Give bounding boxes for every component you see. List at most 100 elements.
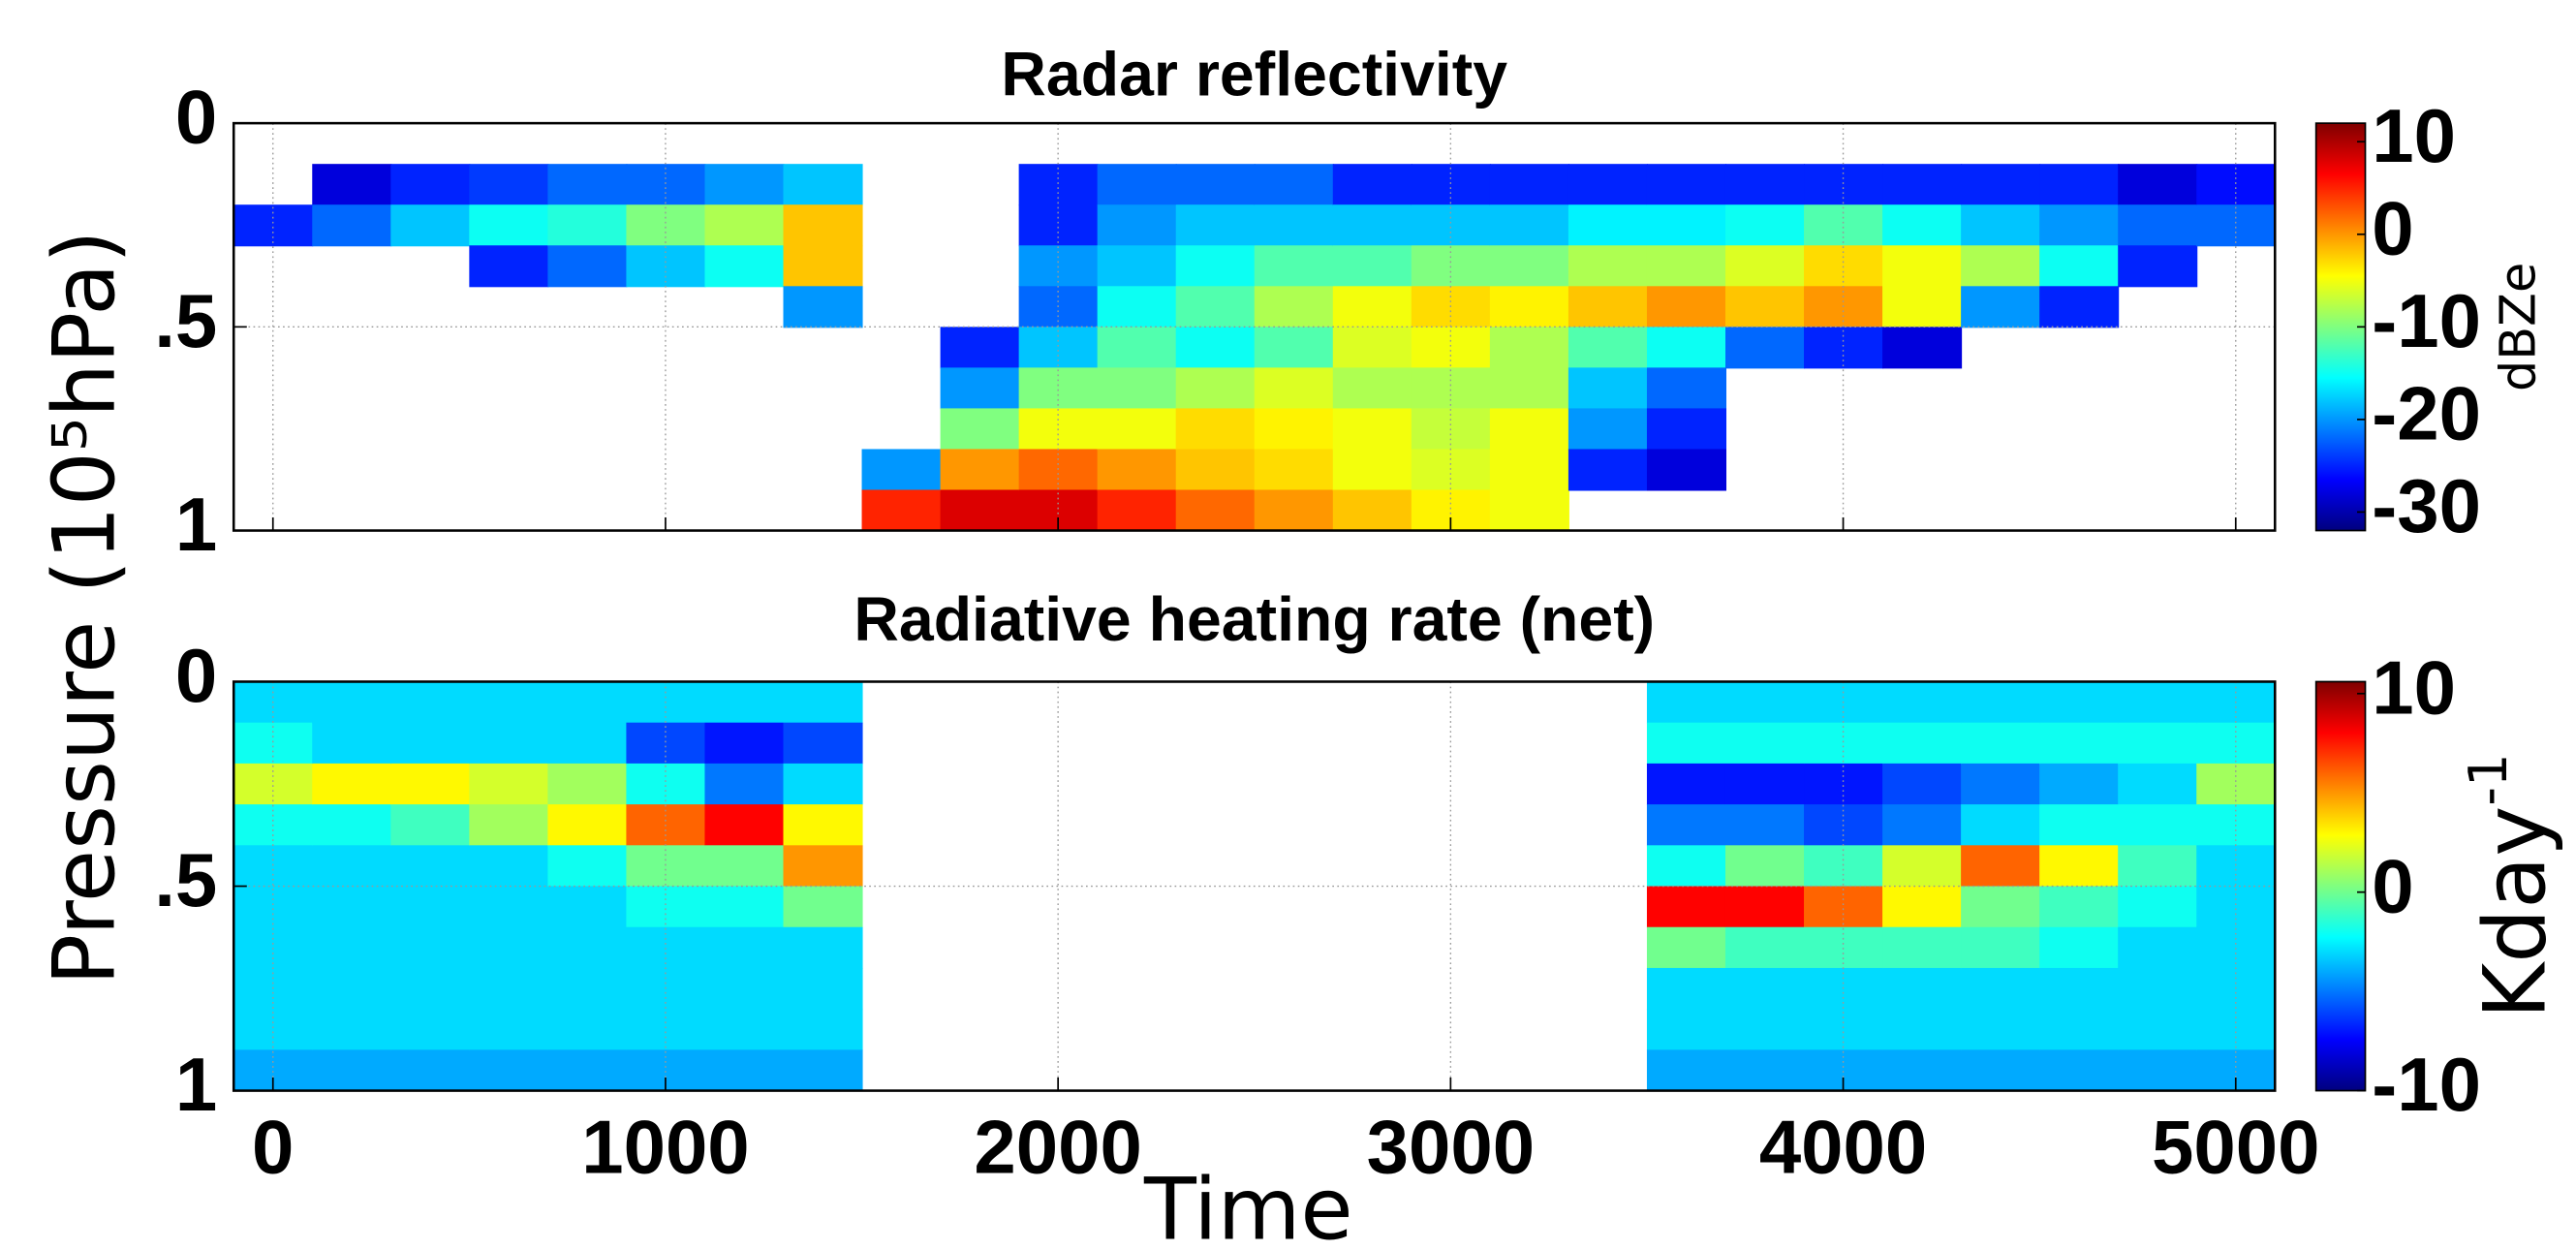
- heatmap-cell: [469, 1049, 549, 1091]
- heatmap-cell: [1724, 164, 1806, 206]
- heatmap-cell: [1175, 286, 1256, 328]
- heatmap-cell: [1332, 367, 1412, 410]
- heatmap-cell: [1489, 449, 1569, 491]
- heatmap-cell: [1175, 367, 1256, 410]
- heatmap-cell: [547, 722, 628, 765]
- heatmap-cell: [704, 763, 785, 806]
- heatmap-cell: [469, 886, 549, 928]
- heatmap-cell: [1646, 1049, 1727, 1091]
- heatmap-cell: [2039, 286, 2120, 328]
- heatmap-cell: [1724, 722, 1806, 765]
- heatmap-cell: [940, 408, 1020, 451]
- heatmap-cell: [547, 804, 628, 847]
- heatmap-cell: [2118, 763, 2198, 806]
- heatmap-cell: [1724, 245, 1806, 288]
- y-tick-label: .5: [154, 837, 217, 922]
- heatmap-cell: [2039, 1049, 2120, 1091]
- colorbar-tick-label: 10: [2372, 644, 2456, 730]
- heatmap-cell: [1332, 327, 1412, 369]
- heatmap-cell: [1489, 204, 1569, 247]
- heatmap-cell: [1646, 681, 1727, 724]
- heatmap-cell: [1882, 722, 1963, 765]
- heatmap-cell: [2196, 722, 2276, 765]
- heatmap-cell: [2118, 722, 2198, 765]
- heatmap-cell: [1332, 408, 1412, 451]
- heatmap-cell: [233, 886, 314, 928]
- heatmap-cell: [469, 804, 549, 847]
- plot-frame: [232, 680, 2277, 1092]
- heatmap-cell: [1804, 763, 1884, 806]
- heatmap-cell: [1332, 286, 1412, 328]
- heatmap-cell: [1961, 245, 2041, 288]
- heatmap-cell: [1646, 804, 1727, 847]
- y-tick-label: .5: [154, 278, 217, 363]
- heatmap-cell: [626, 1009, 706, 1051]
- heatmap-cell: [1804, 722, 1884, 765]
- heatmap-cell: [547, 845, 628, 888]
- heatmap-cell: [1018, 204, 1099, 247]
- heatmap-cell: [704, 1009, 785, 1051]
- heatmap-cell: [390, 1049, 471, 1091]
- heatmap-cell: [1489, 327, 1569, 369]
- heatmap-cell: [1646, 286, 1727, 328]
- heatmap-cell: [1411, 367, 1491, 410]
- heatmap-cell: [783, 1009, 863, 1051]
- heatmap-cell: [861, 449, 942, 491]
- heatmap-cell: [1646, 245, 1727, 288]
- heatmap-cell: [312, 845, 392, 888]
- heatmap-cell: [1724, 286, 1806, 328]
- heatmap-cell: [1882, 1049, 1963, 1091]
- heatmap-cell: [390, 204, 471, 247]
- heatmap-cell: [2118, 886, 2198, 928]
- heatmap-cell: [2118, 804, 2198, 847]
- heatmap-cell: [1961, 1009, 2041, 1051]
- heatmap-cell: [783, 926, 863, 969]
- heatmap-cell: [1489, 367, 1569, 410]
- heatmap-cell: [1254, 164, 1334, 206]
- heatmap-cell: [1961, 164, 2041, 206]
- heatmap-cell: [1097, 204, 1177, 247]
- heatmap-cell: [2118, 245, 2198, 288]
- heatmap-cell: [1175, 449, 1256, 491]
- heatmap-cell: [1724, 1009, 1806, 1051]
- heatmap-cell: [1567, 204, 1648, 247]
- heatmap-cell: [547, 763, 628, 806]
- heatmap-cell: [1254, 245, 1334, 288]
- heatmap-cell: [1097, 286, 1177, 328]
- heatmap-cell: [1961, 681, 2041, 724]
- x-tick-label: 5000: [2152, 1105, 2319, 1190]
- heatmap-cell: [1097, 245, 1177, 288]
- heatmap-cell: [783, 845, 863, 888]
- heatmap-cell: [1882, 763, 1963, 806]
- heatmap-cell: [1646, 926, 1727, 969]
- heatmap-cell: [1961, 967, 2041, 1011]
- heatmap-cell: [2039, 967, 2120, 1011]
- heatmap-cell: [1646, 327, 1727, 369]
- panel-title: Radar reflectivity: [1001, 39, 1507, 109]
- heatmap-cell: [1961, 886, 2041, 928]
- heatmap-cell: [390, 967, 471, 1011]
- heatmap-cell: [1724, 763, 1806, 806]
- heatmap-cell: [1097, 327, 1177, 369]
- heatmap-cell: [1411, 327, 1491, 369]
- heatmap-cell: [2118, 967, 2198, 1011]
- x-tick-label: 1000: [581, 1105, 749, 1190]
- heatmap-cell: [2039, 245, 2120, 288]
- heatmap-cell: [1724, 1049, 1806, 1091]
- x-tick-label: 3000: [1367, 1105, 1535, 1190]
- colorbar-label: Kday-1: [2458, 754, 2564, 1019]
- heatmap-cell: [547, 164, 628, 206]
- heatmap-cell: [2118, 164, 2198, 206]
- heatmap-cell: [2039, 204, 2120, 247]
- heatmap-cell: [704, 722, 785, 765]
- heatmap-cell: [2196, 763, 2276, 806]
- heatmap-cell: [2039, 886, 2120, 928]
- heatmap-cell: [233, 845, 314, 888]
- heatmap-cell: [1804, 845, 1884, 888]
- heatmap-cell: [1254, 367, 1334, 410]
- heatmap-cell: [469, 204, 549, 247]
- heatmap-cell: [390, 886, 471, 928]
- heatmap-cell: [233, 204, 314, 247]
- heatmap-cell: [312, 886, 392, 928]
- panel-title: Radiative heating rate (net): [853, 584, 1655, 654]
